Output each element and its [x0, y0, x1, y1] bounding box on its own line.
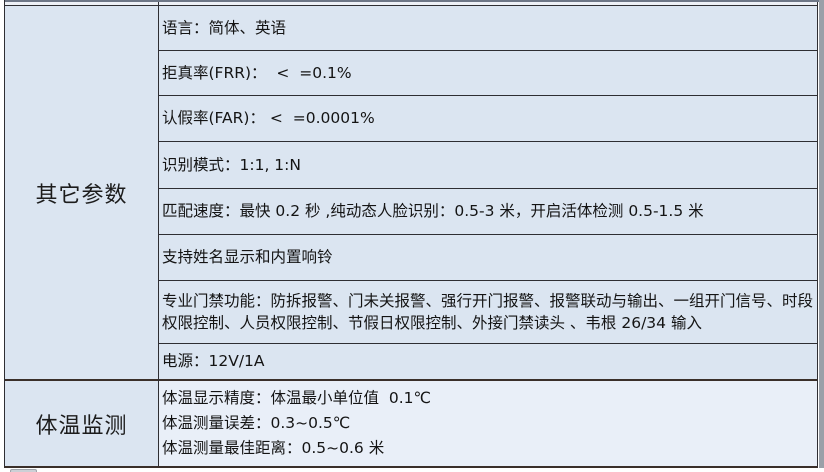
previous-row-remnant [5, 0, 817, 6]
other-params-label: 其它参数 [35, 182, 128, 208]
temp-line-distance: 体温测量最佳距离：0.5~0.6 米 [162, 439, 385, 457]
previous-row-remnant-right [159, 0, 817, 5]
spec-row-recognition-mode: 识别模式：1:1, 1:N [159, 142, 817, 189]
spec-row-access-control: 专业门禁功能：防拆报警、门未关报警、强行开门报警、报警联动与输出、一组开门信号、… [159, 281, 817, 344]
section-label-temp-monitor: 体温监测 [5, 381, 158, 466]
previous-row-remnant-left [5, 0, 159, 5]
section-label-other-params: 其它参数 [5, 6, 158, 381]
spec-text-name-display-bell: 支持姓名显示和内置响铃 [162, 248, 333, 266]
spec-text-far: 认假率(FAR)： < =0.0001% [162, 109, 375, 127]
spec-text-access-control: 专业门禁功能：防拆报警、门未关报警、强行开门报警、报警联动与输出、一组开门信号、… [162, 292, 814, 332]
spec-text-recognition-mode: 识别模式：1:1, 1:N [162, 155, 301, 174]
spec-text-language: 语言：简体、英语 [162, 18, 287, 37]
table-body: 其它参数 体温监测 语言：简体、英语 拒真率(FRR)： < =0.1% 认假率… [5, 6, 817, 466]
spec-row-frr: 拒真率(FRR)： < =0.1% [159, 51, 817, 96]
spec-text-power: 电源：12V/1A [162, 352, 265, 370]
spec-row-name-display-bell: 支持姓名显示和内置响铃 [159, 235, 817, 281]
spec-text-match-speed: 匹配速度：最快 0.2 秒 ,纯动态人脸识别：0.5-3 米，开启活体检测 0.… [162, 202, 704, 220]
spec-row-far: 认假率(FAR)： < =0.0001% [159, 96, 817, 142]
temp-monitor-label: 体温监测 [35, 413, 128, 439]
category-column: 其它参数 体温监测 [5, 6, 159, 466]
spec-row-power: 电源：12V/1A [159, 344, 817, 381]
spec-row-match-speed: 匹配速度：最快 0.2 秒 ,纯动态人脸识别：0.5-3 米，开启活体检测 0.… [159, 189, 817, 235]
temp-line-precision: 体温显示精度：体温最小单位值 0.1℃ [162, 389, 431, 407]
temp-line-error: 体温测量误差：0.3~0.5℃ [162, 414, 351, 432]
spec-row-language: 语言：简体、英语 [159, 6, 817, 51]
spec-table: 其它参数 体温监测 语言：简体、英语 拒真率(FRR)： < =0.1% 认假率… [4, 0, 818, 468]
detail-column: 语言：简体、英语 拒真率(FRR)： < =0.1% 认假率(FAR)： < =… [159, 6, 817, 466]
right-edge-shadow [819, 0, 824, 468]
spec-text-frr: 拒真率(FRR)： < =0.1% [162, 63, 352, 82]
bottom-left-handle[interactable] [10, 469, 37, 472]
spec-row-temperature: 体温显示精度：体温最小单位值 0.1℃ 体温测量误差：0.3~0.5℃ 体温测量… [159, 381, 817, 466]
